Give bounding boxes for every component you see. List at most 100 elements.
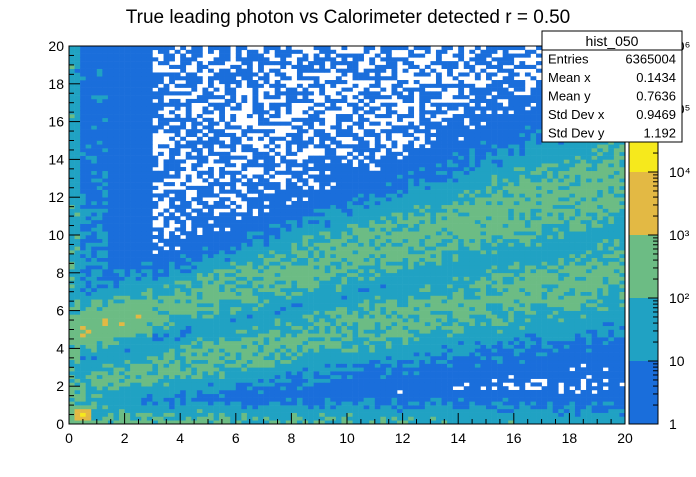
heatmap-cell (319, 257, 326, 262)
heatmap-cell (296, 72, 303, 77)
heatmap-cell (269, 114, 276, 119)
heatmap-cell (374, 405, 381, 410)
heatmap-cell (113, 261, 120, 266)
heatmap-cell (319, 416, 326, 421)
heatmap-cell (291, 253, 298, 258)
heatmap-cell (235, 378, 242, 383)
heatmap-cell (202, 219, 209, 224)
heatmap-cell (363, 265, 370, 270)
heatmap-cell (296, 178, 303, 183)
heatmap-cell (369, 185, 376, 190)
heatmap-cell (319, 295, 326, 300)
heatmap-cell (169, 269, 175, 274)
heatmap-cell (191, 72, 198, 77)
heatmap-cell (241, 155, 248, 160)
heatmap-cell (163, 170, 170, 175)
heatmap-cell (246, 136, 253, 141)
heatmap-cell (169, 57, 175, 62)
heatmap-cell (246, 325, 253, 330)
heatmap-cell (69, 359, 75, 364)
heatmap-cell (296, 83, 303, 88)
heatmap-cell (280, 265, 287, 270)
heatmap-cell (385, 314, 392, 319)
heatmap-cell (85, 117, 92, 122)
heatmap-cell (124, 49, 131, 54)
heatmap-cell (330, 405, 337, 410)
heatmap-cell (319, 200, 326, 206)
heatmap-cell (208, 102, 214, 107)
heatmap-cell (291, 117, 298, 122)
heatmap-cell (152, 408, 159, 413)
heatmap-cell (135, 367, 142, 372)
heatmap-cell (107, 132, 114, 138)
heatmap-cell (380, 318, 387, 323)
heatmap-cell (163, 250, 170, 255)
heatmap-cell (146, 272, 153, 277)
heatmap-cell (385, 348, 392, 353)
heatmap-cell (252, 110, 259, 115)
heatmap-cell (141, 68, 148, 73)
heatmap-cell (246, 280, 253, 285)
heatmap-cell (263, 295, 270, 300)
heatmap-cell (369, 231, 376, 236)
heatmap-cell (80, 325, 86, 330)
heatmap-cell (246, 329, 253, 334)
heatmap-cell (213, 405, 220, 410)
heatmap-cell (369, 200, 376, 206)
heatmap-cell (230, 95, 237, 100)
heatmap-cell (174, 295, 181, 300)
heatmap-cell (374, 197, 381, 202)
heatmap-cell (141, 57, 148, 62)
heatmap-cell (146, 371, 153, 376)
heatmap-cell (274, 246, 281, 251)
heatmap-cell (274, 204, 281, 209)
heatmap-cell (85, 352, 92, 357)
heatmap-cell (263, 321, 270, 327)
heatmap-cell (102, 355, 109, 361)
heatmap-cell (102, 359, 109, 364)
heatmap-cell (107, 291, 114, 296)
heatmap-cell (330, 412, 337, 417)
heatmap-cell (258, 295, 264, 300)
heatmap-cell (174, 291, 181, 296)
heatmap-cell (80, 72, 86, 77)
heatmap-cell (80, 80, 86, 85)
heatmap-cell (130, 68, 137, 73)
heatmap-cell (69, 405, 75, 410)
heatmap-cell (69, 95, 75, 100)
heatmap-cell (208, 359, 214, 364)
heatmap-cell (358, 344, 364, 349)
heatmap-cell (91, 382, 98, 387)
heatmap-cell (213, 238, 220, 243)
heatmap-cell (241, 166, 248, 172)
heatmap-cell (135, 189, 142, 194)
heatmap-cell (374, 386, 381, 391)
heatmap-cell (208, 238, 214, 243)
heatmap-cell (313, 261, 320, 266)
heatmap-cell (369, 110, 376, 115)
heatmap-cell (113, 98, 120, 103)
heatmap-cell (191, 344, 198, 349)
heatmap-cell (174, 280, 181, 285)
heatmap-cell (224, 212, 231, 217)
heatmap-cell (335, 174, 342, 179)
heatmap-cell (358, 378, 364, 383)
heatmap-cell (130, 151, 137, 156)
heatmap-cell (85, 95, 92, 100)
heatmap-cell (157, 253, 164, 258)
heatmap-cell (96, 420, 103, 425)
heatmap-cell (230, 76, 237, 81)
heatmap-cell (308, 276, 314, 281)
heatmap-cell (319, 401, 326, 406)
heatmap-cell (91, 227, 98, 232)
heatmap-cell (96, 110, 103, 115)
heatmap-cell (91, 129, 98, 134)
heatmap-cell (85, 148, 92, 153)
heatmap-cell (224, 57, 231, 62)
heatmap-cell (224, 102, 231, 107)
heatmap-cell (296, 193, 303, 198)
heatmap-cell (285, 355, 292, 361)
heatmap-cell (219, 367, 225, 372)
heatmap-cell (130, 174, 137, 179)
heatmap-cell (202, 314, 209, 319)
